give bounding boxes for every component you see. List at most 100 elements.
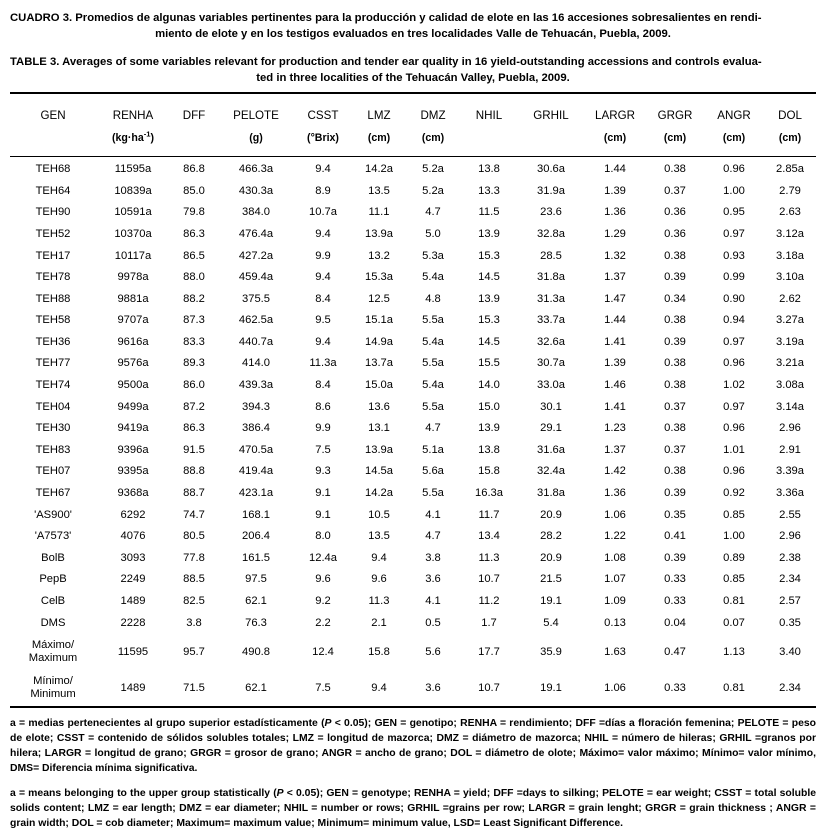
table-row: TEH77 9576a 89.3 414.0 11.3a 13.7a 5.5a 15.5 30.… [10, 353, 816, 375]
cell-grgr: 0.38 [664, 249, 686, 262]
cell-largr: 1.36 [604, 487, 626, 500]
cell-pelote: 459.4a [238, 271, 274, 284]
cell-gen: TEH58 [35, 314, 71, 327]
cell-renha: 6292 [120, 508, 146, 521]
cell-csst: 10.7a [309, 206, 337, 219]
cell-pelote: 206.4 [242, 530, 270, 543]
cell-grgr: 0.41 [664, 530, 686, 543]
cell-grgr: 0.36 [664, 206, 686, 219]
cell-renha: 9396a [117, 443, 149, 456]
cell-angr: 0.90 [723, 292, 745, 305]
cell-gen: DMS [40, 616, 66, 629]
cell-dff: 88.5 [183, 573, 205, 586]
cell-gen: CelB [40, 595, 66, 607]
caption-spanish-line1: CUADRO 3. Promedios de algunas variables… [10, 12, 762, 24]
cell-angr: 1.13 [723, 646, 745, 659]
col-unit-nhil [460, 127, 518, 157]
cell-dol: 3.36a [776, 487, 804, 500]
table-row: TEH74 9500a 86.0 439.3a 8.4 15.0a 5.4a 14.0 33.0… [10, 375, 816, 397]
table-row: TEH78 9978a 88.0 459.4a 9.4 15.3a 5.4a 14.5 31.8… [10, 267, 816, 289]
cell-dff: 80.5 [183, 530, 205, 543]
cell-renha: 9395a [117, 465, 149, 478]
cell-dmz: 4.1 [425, 595, 441, 607]
col-unit-largr: (cm) [603, 132, 627, 145]
cell-csst: 7.5 [315, 443, 331, 456]
table-row: 'A7573' 4076 80.5 206.4 8.0 13.5 4.7 13.4 28.2 1.… [10, 526, 816, 548]
cell-pelote: 394.3 [242, 400, 270, 413]
col-unit-lmz: (cm) [367, 132, 391, 145]
rule-header-body [10, 156, 816, 160]
cell-gen: TEH83 [35, 443, 71, 456]
cell-gen: TEH68 [35, 163, 71, 176]
cell-grhil: 32.6a [537, 335, 565, 348]
cell-pelote: 466.3a [238, 163, 274, 176]
table-row: TEH36 9616a 83.3 440.7a 9.4 14.9a 5.4a 14.5 32.6… [10, 332, 816, 354]
cell-largr: 1.06 [604, 508, 626, 521]
cell-dol: 2.96 [779, 422, 801, 435]
cell-lmz: 13.2 [368, 249, 390, 262]
cell-dmz: 5.6 [425, 646, 441, 659]
table-row: BolB 3093 77.8 161.5 12.4a 9.4 3.8 11.3 20.9 1.08… [10, 548, 816, 570]
cell-dmz: 4.7 [425, 206, 441, 219]
cell-grgr: 0.38 [664, 163, 686, 176]
cell-dff: 83.3 [183, 335, 205, 348]
col-unit-dff [170, 127, 218, 157]
caption-english-line2: ted in three localities of the Tehuacán … [256, 72, 570, 85]
cell-dol: 2.79 [779, 184, 801, 197]
cell-angr: 0.95 [723, 206, 745, 219]
cell-dol: 3.39a [776, 465, 804, 478]
col-unit-renha: (kg·ha-1) [111, 129, 155, 145]
col-header-renha: RENHA [112, 109, 154, 123]
cell-gen: TEH07 [35, 465, 71, 478]
cell-angr: 0.97 [723, 400, 745, 413]
col-header-gen: GEN [40, 109, 66, 123]
cell-grgr: 0.39 [664, 551, 686, 564]
cell-pelote: 462.5a [238, 314, 274, 327]
cell-nhil: 1.7 [481, 616, 497, 629]
cell-nhil: 15.3 [478, 249, 500, 262]
cell-nhil: 13.9 [478, 227, 500, 240]
table-row: PepB 2249 88.5 97.5 9.6 9.6 3.6 10.7 21.5 1.07 0.3… [10, 569, 816, 591]
cell-gen: 'A7573' [34, 530, 72, 543]
cell-gen: TEH67 [35, 487, 71, 500]
cell-largr: 1.23 [604, 422, 626, 435]
cell-grhil: 32.4a [537, 465, 565, 478]
cell-gen: TEH36 [35, 335, 71, 348]
cell-dff: 88.7 [183, 487, 205, 500]
cell-gen: Mínimo/Minimum [10, 670, 96, 707]
cell-dff: 87.3 [183, 314, 205, 327]
cell-csst: 2.2 [315, 616, 331, 629]
cell-dmz: 5.3a [422, 249, 444, 262]
cell-dol: 3.08a [776, 379, 804, 392]
cell-grhil: 30.7a [537, 357, 565, 370]
cell-grgr: 0.38 [664, 357, 686, 370]
table-row: TEH90 10591a 79.8 384.0 10.7a 11.1 4.7 11.5 23.6… [10, 202, 816, 224]
cell-nhil: 13.9 [478, 422, 500, 435]
cell-angr: 0.89 [723, 551, 745, 564]
cell-dol: 2.91 [779, 443, 801, 456]
cell-dmz: 5.4a [422, 379, 444, 392]
cell-angr: 1.00 [723, 184, 745, 197]
cell-dmz: 5.4a [422, 335, 444, 348]
cell-csst: 8.4 [315, 379, 331, 392]
cell-lmz: 15.1a [365, 314, 393, 327]
cell-nhil: 14.5 [478, 271, 500, 284]
cell-dmz: 5.2a [422, 184, 444, 197]
cell-renha: 9576a [117, 357, 149, 370]
cell-dmz: 4.1 [425, 508, 441, 521]
table-row: 'AS900' 6292 74.7 168.1 9.1 10.5 4.1 11.7 20.9 1.… [10, 505, 816, 527]
cell-largr: 1.39 [604, 184, 626, 197]
cell-csst: 8.9 [315, 184, 331, 197]
cell-nhil: 13.4 [478, 530, 500, 543]
cell-pelote: 386.4 [242, 422, 270, 435]
cell-pelote: 490.8 [242, 646, 270, 659]
cell-largr: 1.42 [604, 465, 626, 478]
header-units-row: (kg·ha-1) (g) (°Brix) (cm) (cm) (cm) (cm… [10, 127, 816, 157]
cell-dff: 88.8 [183, 465, 205, 478]
cell-grgr: 0.33 [664, 682, 686, 695]
col-unit-grgr: (cm) [663, 132, 687, 145]
cell-grhil: 20.9 [540, 508, 562, 521]
table-row: Máximo/Maximum 11595 95.7 490.8 12.4 15.8 5.6 1… [10, 634, 816, 670]
cell-angr: 0.96 [723, 465, 745, 478]
cell-grhil: 21.5 [540, 573, 562, 586]
